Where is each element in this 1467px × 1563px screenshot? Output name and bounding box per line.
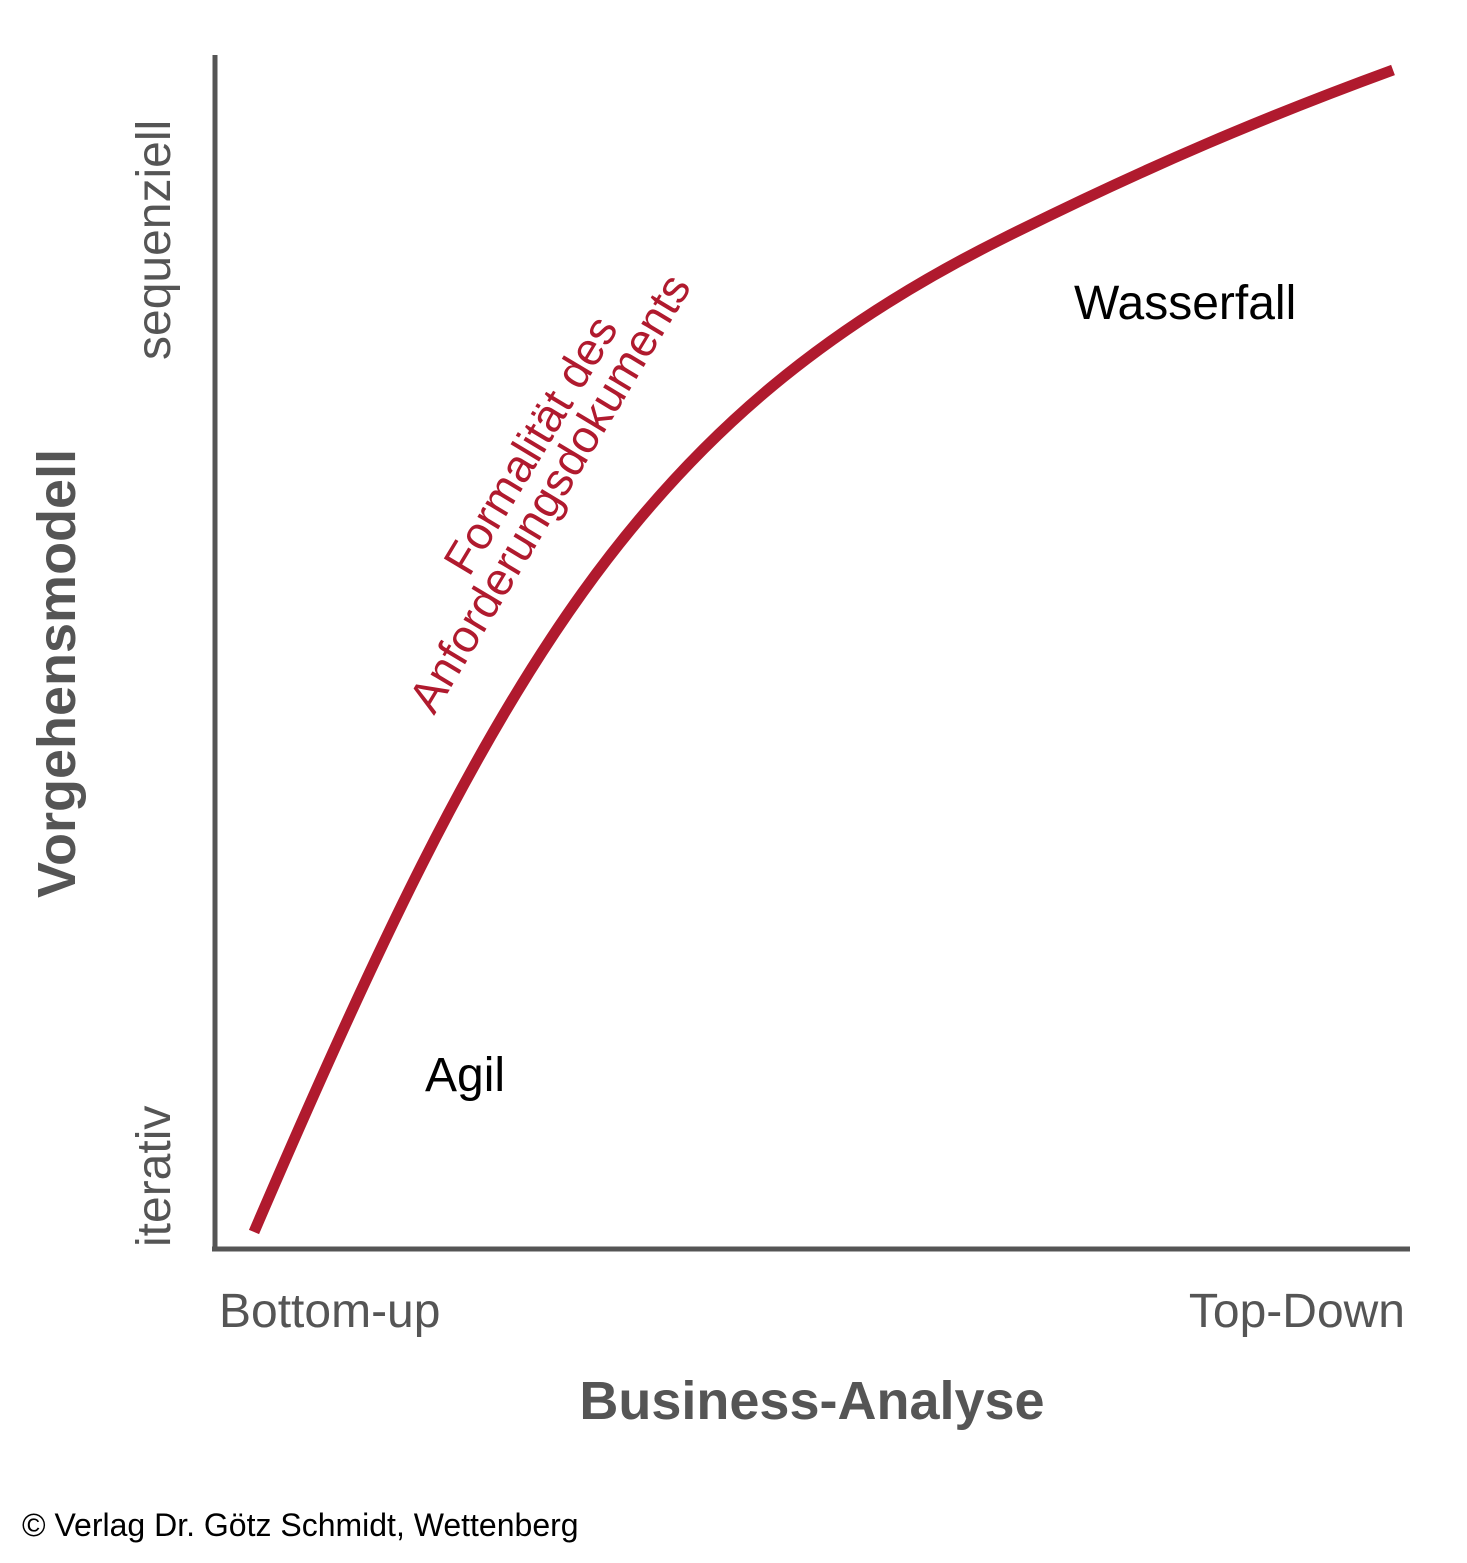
copyright-notice: © Verlag Dr. Götz Schmidt, Wettenberg bbox=[22, 1507, 579, 1543]
y-axis-title: Vorgehensmodell bbox=[27, 449, 87, 898]
x-axis-low-label: Bottom-up bbox=[219, 1285, 440, 1338]
x-axis-high-label: Top-Down bbox=[1189, 1285, 1405, 1338]
y-axis-high-label: sequenziell bbox=[128, 120, 181, 360]
x-axis-title: Business-Analyse bbox=[579, 1371, 1044, 1431]
region-label-wasserfall: Wasserfall bbox=[1074, 277, 1296, 330]
region-label-agil: Agil bbox=[425, 1049, 505, 1102]
y-axis-low-label: iterativ bbox=[128, 1106, 181, 1247]
formality-curve bbox=[248, 64, 1395, 1235]
